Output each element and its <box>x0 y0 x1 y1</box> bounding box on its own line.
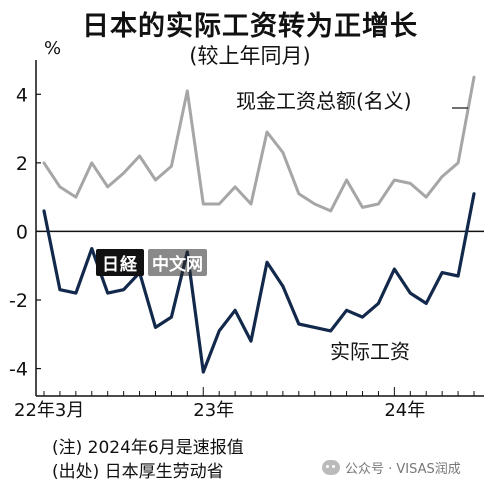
nikkei-logo: 日経 <box>96 248 144 276</box>
x-tick-label: 24年 <box>384 400 425 421</box>
y-tick-label: 0 <box>16 221 28 243</box>
x-tick-label: 23年 <box>193 400 234 421</box>
chart-subtitle: (较上年同月) <box>189 44 311 68</box>
series-line-real-wage <box>42 192 476 374</box>
y-tick-label: -2 <box>9 290 28 312</box>
series-label-nominal-wage: 现金工资总额(名义) <box>236 89 412 113</box>
nikkei-watermark: 日経 中文网 <box>96 248 207 276</box>
wechat-icon <box>322 460 340 475</box>
nikkei-chinese-tag: 中文网 <box>148 248 207 276</box>
x-tick-label: 22年3月 <box>14 400 84 421</box>
footnote-source: (出处) 日本厚生劳动省 <box>52 462 224 482</box>
wechat-watermark: 公众号 · VISAS润成 <box>322 458 461 477</box>
y-tick-label: 4 <box>16 84 28 106</box>
y-axis-unit: % <box>44 38 62 59</box>
y-tick-label: -4 <box>9 359 28 381</box>
y-tick-label: 2 <box>16 153 28 175</box>
footnotes: (注) 2024年6月是速报值 (出处) 日本厚生劳动省 <box>52 436 244 484</box>
chart-title: 日本的实际工资转为正增长 <box>82 11 418 42</box>
wechat-account-label: 公众号 · VISAS润成 <box>345 462 461 477</box>
series-label-real-wage: 实际工资 <box>330 339 410 363</box>
footnote-preliminary: (注) 2024年6月是速报值 <box>52 438 244 458</box>
series-line-nominal-wage <box>42 75 476 213</box>
